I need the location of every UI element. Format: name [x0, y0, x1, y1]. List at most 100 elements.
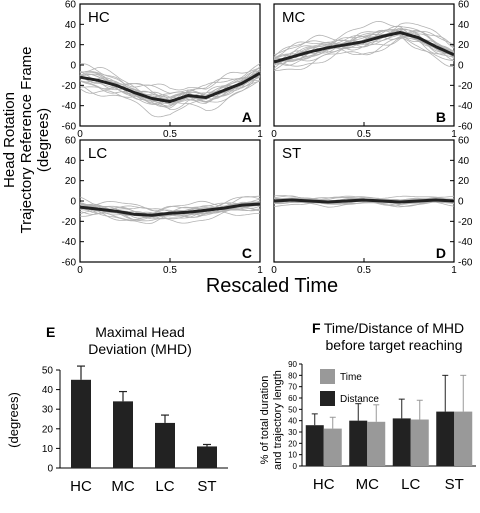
ytick-label: 0 — [70, 197, 76, 208]
ytick-label: 20 — [42, 424, 54, 435]
ytick-label: 20 — [458, 176, 470, 187]
xtick-label: 1 — [257, 265, 263, 276]
ytick-label: 50 — [288, 405, 297, 414]
panel-d-letter: D — [436, 245, 446, 261]
category-label: MC — [111, 478, 134, 495]
ytick-label: -60 — [458, 122, 473, 133]
category-label: LC — [155, 478, 174, 495]
ytick-label: -20 — [62, 217, 77, 228]
ytick-label: -40 — [458, 101, 473, 112]
legend-label: Distance — [340, 394, 379, 405]
ytick-label: 60 — [288, 394, 297, 403]
panel-f: F Time/Distance of MHD before target rea… — [259, 320, 476, 493]
ytick-label: 60 — [458, 136, 470, 147]
trial-trace — [273, 30, 455, 59]
trial-trace — [273, 29, 455, 59]
ytick-label: 40 — [458, 156, 470, 167]
trial-trace — [79, 67, 261, 104]
trial-trace — [273, 37, 455, 68]
trial-trace — [273, 33, 455, 65]
panel-f-title-line1: Time/Distance of MHD — [324, 320, 464, 336]
panel-d-ticks: 60 40 20 0 -20 -40 -60 0 0.5 1 — [271, 136, 473, 277]
panel-e: E Maximal Head Deviation (MHD) (degrees)… — [6, 324, 228, 495]
bar-mc-time — [367, 421, 386, 466]
panel-a-traces — [79, 63, 261, 118]
mean-trace — [273, 31, 455, 64]
ytick-label: 60 — [65, 0, 77, 11]
xtick-label: 1 — [257, 129, 263, 140]
category-label: HC — [70, 478, 92, 495]
panel-a-label: HC — [88, 9, 110, 26]
category-label: ST — [445, 476, 464, 493]
mean-trace — [79, 202, 261, 217]
panel-b-traces — [273, 20, 455, 71]
xtick-label: 1 — [451, 265, 457, 276]
trial-trace — [79, 70, 261, 109]
panel-c-letter: C — [242, 245, 252, 261]
bar-st — [197, 446, 217, 468]
panel-f-ylabel-line2: and trajectory length — [272, 370, 284, 470]
ytick-label: 90 — [288, 360, 297, 369]
global-ylabel-line1: Head Rotation — [1, 92, 18, 188]
panel-e-ylabel: (degrees) — [6, 392, 21, 448]
trial-trace — [273, 33, 455, 71]
trial-trace — [79, 71, 261, 101]
ytick-label: -20 — [458, 81, 473, 92]
panel-b-ticks: 60 40 20 0 -20 -40 -60 0 0.5 1 — [271, 0, 473, 140]
ytick-label: 40 — [65, 20, 77, 31]
ytick-label: -60 — [458, 258, 473, 269]
panel-e-letter: E — [46, 324, 55, 340]
panel-f-ylabel-line1: % of total duration — [259, 376, 271, 465]
ytick-label: -40 — [62, 101, 77, 112]
panel-d-label: ST — [282, 145, 301, 162]
mean-trace — [273, 198, 455, 204]
ytick-label: -20 — [62, 81, 77, 92]
bar-hc-time — [323, 428, 342, 466]
ytick-label: 20 — [65, 176, 77, 187]
ytick-label: 80 — [288, 371, 297, 380]
ytick-label: 40 — [42, 385, 54, 396]
ytick-label: -60 — [62, 122, 77, 133]
xtick-label: 0 — [271, 129, 277, 140]
xtick-label: 0 — [77, 265, 83, 276]
panel-f-plot: 0 10 20 30 40 50 60 70 80 90 HC MC LC ST Time Distance — [288, 360, 476, 493]
trial-trace — [273, 27, 455, 62]
ytick-label: -40 — [62, 237, 77, 248]
panel-e-title-line2: Deviation (MHD) — [88, 341, 191, 357]
trial-trace — [273, 29, 455, 60]
panel-b-label: MC — [282, 9, 305, 26]
xtick-label: 0.5 — [357, 129, 371, 140]
ytick-label: 40 — [65, 156, 77, 167]
ytick-label: 0 — [458, 197, 464, 208]
panel-d: 60 40 20 0 -20 -40 -60 0 0.5 1 ST D — [271, 136, 473, 277]
category-label: ST — [197, 478, 216, 495]
ytick-label: 10 — [42, 444, 54, 455]
bar-lc-time — [410, 419, 429, 466]
bar-mc — [113, 401, 133, 468]
ytick-label: 40 — [288, 417, 297, 426]
trial-trace — [79, 63, 261, 105]
ytick-label: 20 — [288, 439, 297, 448]
panel-b-letter: B — [436, 109, 446, 125]
category-label: MC — [356, 476, 379, 493]
bar-st-distance — [436, 411, 455, 466]
mean-trace — [79, 71, 261, 104]
panel-a-letter: A — [242, 109, 252, 125]
xtick-label: 0.5 — [357, 265, 371, 276]
panel-c-traces — [79, 195, 261, 224]
trial-trace — [79, 205, 261, 220]
trial-trace — [79, 66, 261, 100]
trial-trace — [79, 200, 261, 212]
ytick-label: 30 — [288, 428, 297, 437]
ytick-label: 50 — [42, 366, 54, 377]
bar-st-time — [454, 411, 473, 466]
panel-d-traces — [273, 195, 455, 208]
ytick-label: 60 — [65, 136, 77, 147]
xtick-label: 0.5 — [163, 265, 177, 276]
legend-swatch-time — [320, 369, 335, 384]
